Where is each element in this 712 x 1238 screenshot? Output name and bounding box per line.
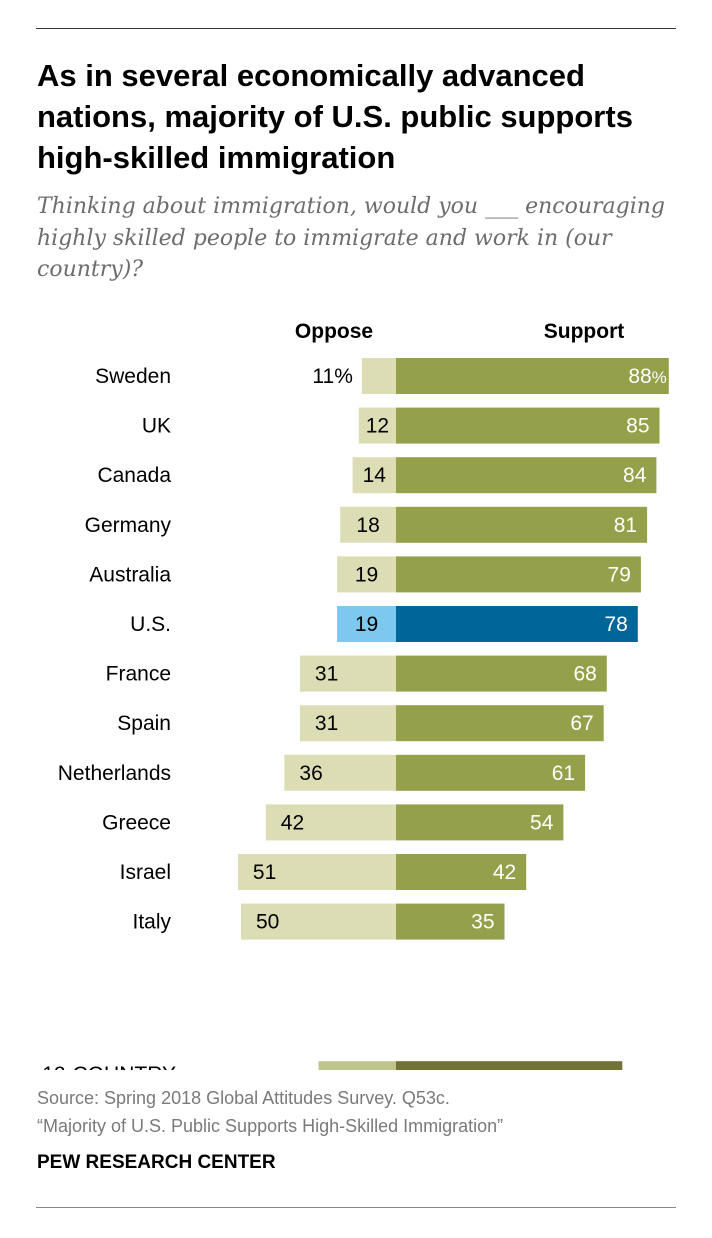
- bottom-rule: [36, 1207, 676, 1208]
- oppose-bar-germany: [340, 506, 396, 543]
- oppose-value-italy: 50: [256, 911, 279, 934]
- oppose-value-u-s: 19: [355, 613, 378, 636]
- oppose-value-israel: 51: [253, 861, 276, 884]
- oppose-value-sweden: 11%: [312, 365, 352, 388]
- category-label-u-s: U.S.: [130, 613, 171, 636]
- median-oppose-value: 25: [346, 1068, 369, 1070]
- category-label-uk: UK: [142, 415, 171, 438]
- diverging-bar-chart: Oppose Support Sweden 11% 88% UK 12 85 Canada 14 8…: [42, 320, 669, 1070]
- chart-title: As in several economically advanced nati…: [37, 58, 633, 175]
- support-value-greece: 54: [530, 811, 554, 834]
- support-bar-uk: [396, 407, 660, 444]
- oppose-bar-israel: [237, 854, 396, 890]
- category-label-spain: Spain: [117, 712, 171, 735]
- oppose-bar-italy: [241, 903, 396, 940]
- brand-name: PEW RESEARCH CENTER: [37, 1152, 276, 1173]
- support-value-u-s: 78: [604, 613, 627, 636]
- oppose-bar-canada: [352, 457, 396, 494]
- oppose-bar-uk: [358, 407, 396, 444]
- support-bar-sweden: [396, 358, 669, 394]
- oppose-value-germany: 18: [356, 514, 379, 537]
- category-label-israel: Israel: [120, 861, 171, 884]
- support-value-netherlands: 61: [552, 762, 575, 785]
- median-support-value: 73: [583, 1068, 606, 1070]
- support-bar-australia: [396, 556, 641, 593]
- category-label-sweden: Sweden: [95, 365, 171, 388]
- median-oppose-bar: [318, 1061, 396, 1070]
- support-bar-israel: [396, 854, 527, 890]
- category-label-canada: Canada: [97, 464, 171, 487]
- category-label-greece: Greece: [102, 811, 171, 834]
- support-value-spain: 67: [570, 712, 593, 735]
- support-bar-canada: [396, 457, 657, 494]
- support-value-italy: 35: [471, 911, 494, 934]
- support-value-sweden: 88%: [628, 365, 666, 388]
- oppose-value-france: 31: [315, 663, 338, 686]
- support-bar-italy: [396, 903, 505, 940]
- source-note: Source: Spring 2018 Global Attitudes Sur…: [37, 1084, 677, 1140]
- category-label-australia: Australia: [89, 563, 171, 586]
- support-value-australia: 79: [608, 563, 631, 586]
- category-label-france: France: [106, 663, 171, 686]
- support-bar-germany: [396, 506, 648, 543]
- category-label-italy: Italy: [132, 911, 171, 934]
- support-bar-france: [396, 655, 607, 692]
- source-line-1: Source: Spring 2018 Global Attitudes Sur…: [37, 1088, 450, 1108]
- median-support-bar: [396, 1061, 623, 1070]
- oppose-bar-sweden: [361, 358, 396, 394]
- support-value-suffix: %: [652, 368, 667, 387]
- oppose-value-australia: 19: [355, 563, 378, 586]
- median-label-line-1: 12-COUNTRY: [42, 1063, 176, 1070]
- source-line-2: “Majority of U.S. Public Supports High-S…: [37, 1116, 504, 1136]
- support-value-france: 68: [573, 663, 596, 686]
- chart-subtitle: Thinking about immigration, would you __…: [37, 194, 666, 282]
- category-label-netherlands: Netherlands: [58, 762, 171, 785]
- oppose-bar-u-s: [337, 606, 396, 642]
- support-bar-greece: [396, 804, 564, 841]
- oppose-bar-greece: [265, 804, 396, 841]
- oppose-value-greece: 42: [281, 811, 304, 834]
- support-bar-netherlands: [396, 754, 586, 791]
- oppose-value-spain: 31: [315, 712, 338, 735]
- oppose-value-netherlands: 36: [299, 762, 322, 785]
- support-value-israel: 42: [493, 861, 516, 884]
- oppose-value-uk: 12: [366, 415, 389, 438]
- oppose-bar-france: [299, 655, 396, 692]
- support-bar-u-s: [396, 606, 638, 642]
- support-value-germany: 81: [614, 514, 637, 537]
- oppose-bar-netherlands: [284, 754, 396, 791]
- category-label-germany: Germany: [85, 514, 172, 537]
- oppose-bar-australia: [337, 556, 396, 593]
- oppose-bar-spain: [299, 705, 396, 742]
- top-rule: [36, 28, 676, 29]
- support-value-canada: 84: [623, 464, 647, 487]
- support-header: Support: [544, 320, 624, 343]
- support-value-uk: 85: [626, 415, 649, 438]
- support-bar-spain: [396, 705, 604, 742]
- oppose-value-canada: 14: [363, 464, 387, 487]
- oppose-header: Oppose: [295, 320, 373, 343]
